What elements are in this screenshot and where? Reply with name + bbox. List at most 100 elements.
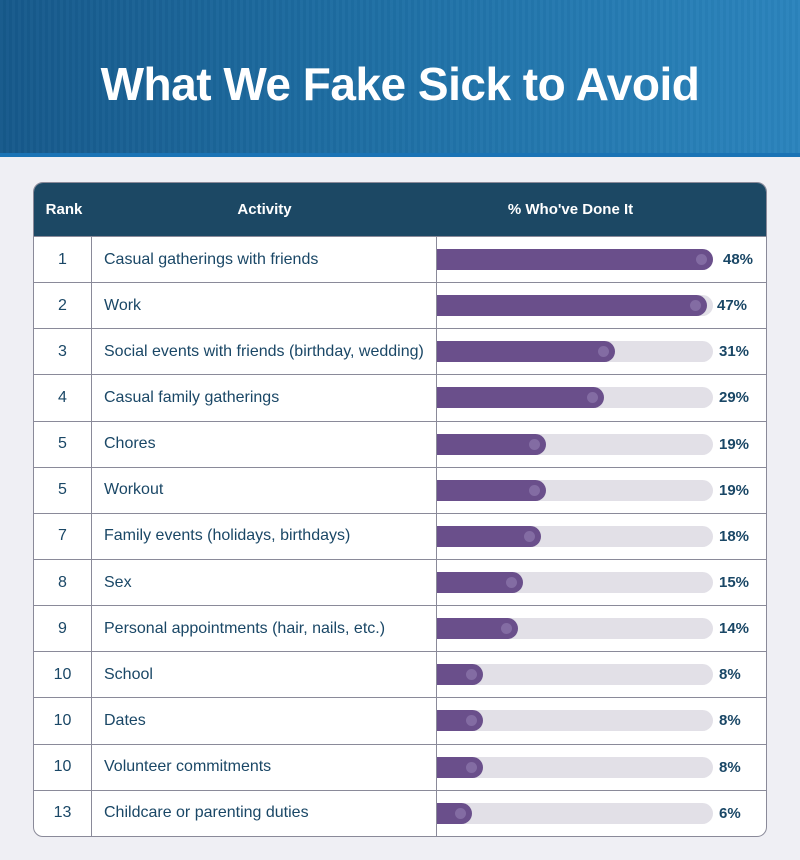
column-header-rank: Rank — [45, 201, 83, 218]
table-row: 10 Dates 8% — [34, 697, 766, 744]
bar-fill — [437, 525, 541, 547]
percent-cell: 8% — [437, 698, 766, 743]
activity-cell: Casual gatherings with friends — [92, 237, 437, 283]
activity-cell: Sex — [92, 559, 437, 606]
bar-fill — [437, 802, 472, 824]
rank-cell: 10 — [34, 652, 92, 698]
bar-knob-icon — [598, 346, 609, 358]
ranking-table: Rank Activity % Who've Done It 1 Casual … — [33, 182, 767, 837]
activity-cell: Workout — [92, 467, 437, 513]
bar-track — [437, 710, 713, 732]
bar-knob-icon — [466, 715, 477, 727]
table-header: Rank Activity % Who've Done It — [34, 183, 766, 236]
rank-cell: 4 — [34, 375, 92, 421]
percent-label: 15% — [719, 574, 750, 592]
bar-track — [437, 249, 713, 270]
activity-cell: Dates — [92, 698, 437, 744]
percent-cell: 18% — [437, 514, 766, 559]
bar-fill — [437, 664, 483, 686]
activity-cell: Childcare or parenting duties — [92, 790, 437, 836]
table-body: 1 Casual gatherings with friends 48% 2 W… — [34, 236, 766, 836]
bar-knob-icon — [524, 530, 535, 542]
bar-track — [437, 433, 713, 455]
title-banner: What We Fake Sick to Avoid — [0, 0, 800, 157]
table-row: 13 Childcare or parenting duties 6% — [34, 789, 766, 836]
bar-track — [437, 802, 713, 824]
percent-cell: 29% — [437, 375, 766, 420]
bar-knob-icon — [501, 623, 512, 635]
rank-cell: 8 — [34, 559, 92, 606]
bar-fill — [437, 387, 604, 409]
bar-knob-icon — [466, 761, 477, 773]
rank-cell: 10 — [34, 744, 92, 790]
table-row: 9 Personal appointments (hair, nails, et… — [34, 605, 766, 652]
bar-fill — [437, 433, 546, 455]
bar-track — [437, 295, 713, 317]
bar-track — [437, 387, 713, 409]
bar-fill — [437, 479, 546, 501]
bar-fill — [437, 249, 713, 270]
percent-label: 29% — [719, 389, 750, 407]
bar-knob-icon — [466, 669, 477, 681]
rank-cell: 5 — [34, 421, 92, 467]
banner-texture — [0, 0, 800, 153]
percent-cell: 6% — [437, 791, 766, 836]
table-row: 5 Workout 19% — [34, 466, 766, 513]
bar-fill — [437, 756, 483, 778]
bar-knob-icon — [690, 300, 701, 312]
percent-cell: 15% — [437, 560, 766, 605]
bar-fill — [437, 341, 615, 363]
activity-cell: Chores — [92, 421, 437, 467]
bar-track — [437, 341, 713, 363]
rank-cell: 1 — [34, 237, 92, 283]
table-row: 10 School 8% — [34, 651, 766, 698]
table-row: 8 Sex 15% — [34, 558, 766, 606]
table-row: 3 Social events with friends (birthday, … — [34, 328, 766, 375]
percent-label: 14% — [719, 620, 750, 638]
bar-track — [437, 664, 713, 686]
bar-knob-icon — [455, 807, 466, 819]
table-row: 7 Family events (holidays, birthdays) 18… — [34, 512, 766, 559]
bar-track — [437, 525, 713, 547]
percent-cell: 8% — [437, 652, 766, 697]
percent-label: 18% — [719, 527, 750, 545]
percent-label: 8% — [719, 666, 741, 684]
rank-cell: 7 — [34, 513, 92, 559]
activity-cell: Volunteer commitments — [92, 744, 437, 790]
activity-cell: Social events with friends (birthday, we… — [92, 329, 437, 375]
bar-track — [437, 479, 713, 501]
bar-knob-icon — [587, 392, 598, 404]
bar-knob-icon — [696, 254, 707, 265]
percent-label: 19% — [719, 481, 750, 499]
percent-label: 19% — [719, 435, 750, 453]
percent-label: 6% — [719, 804, 741, 822]
percent-label: 8% — [719, 712, 741, 730]
column-header-percent: % Who've Done It — [507, 201, 634, 218]
rank-cell: 3 — [34, 329, 92, 375]
percent-label: 47% — [717, 297, 748, 315]
rank-cell: 2 — [34, 283, 92, 329]
table-row: 2 Work 47% — [34, 282, 766, 329]
activity-cell: Family events (holidays, birthdays) — [92, 513, 437, 559]
bar-fill — [437, 571, 523, 593]
table-row: 1 Casual gatherings with friends 48% — [34, 236, 766, 283]
column-header-activity: Activity — [237, 201, 292, 218]
percent-cell: 48% — [437, 237, 766, 282]
bar-fill — [437, 618, 518, 640]
bar-track — [437, 618, 713, 640]
bar-knob-icon — [506, 576, 517, 588]
percent-cell: 14% — [437, 606, 766, 651]
bar-track — [437, 571, 713, 593]
table-row: 4 Casual family gatherings 29% — [34, 374, 766, 421]
activity-cell: Personal appointments (hair, nails, etc.… — [92, 606, 437, 652]
table-row: 5 Chores 19% — [34, 420, 766, 467]
percent-cell: 47% — [437, 283, 766, 328]
page-title: What We Fake Sick to Avoid — [100, 58, 700, 110]
table-row: 10 Volunteer commitments 8% — [34, 743, 766, 790]
percent-cell: 19% — [437, 422, 766, 467]
activity-cell: Casual family gatherings — [92, 375, 437, 421]
rank-cell: 9 — [34, 606, 92, 652]
bar-fill — [437, 295, 707, 317]
percent-label: 8% — [719, 758, 741, 776]
activity-cell: Work — [92, 283, 437, 329]
